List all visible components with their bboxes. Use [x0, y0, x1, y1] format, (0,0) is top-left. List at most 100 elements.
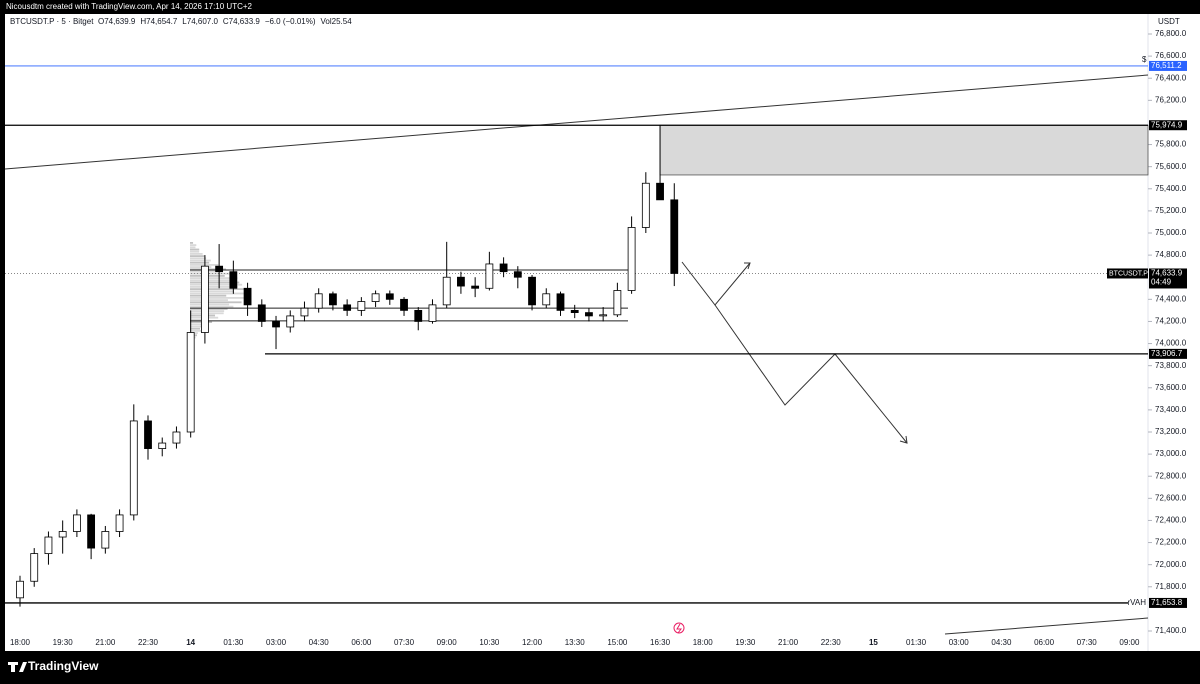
x-tick-label: 14 — [186, 638, 195, 647]
candle-body — [457, 276, 465, 287]
candle-body — [414, 309, 423, 322]
candle — [257, 299, 266, 327]
y-tick-label: 72,800.0 — [1155, 471, 1187, 480]
volume-profile — [190, 255, 205, 257]
x-tick-label: 09:00 — [1119, 638, 1140, 647]
y-tick-label: 76,200.0 — [1155, 95, 1187, 104]
candle — [627, 216, 636, 294]
x-tick-label: 19:30 — [53, 638, 74, 647]
candle-body — [129, 420, 138, 516]
ohlc-value: H74,654.7 — [140, 17, 177, 26]
x-tick-label: 09:00 — [437, 638, 458, 647]
candle-body — [385, 293, 394, 300]
x-tick-label: 03:00 — [949, 638, 970, 647]
candle — [641, 172, 650, 233]
candle — [129, 404, 138, 521]
candle — [30, 548, 39, 587]
volume-profile — [190, 288, 248, 290]
candle — [58, 520, 67, 554]
candle — [670, 183, 679, 287]
volume-profile — [190, 327, 201, 330]
candle — [172, 426, 181, 449]
ohlc-value: L74,607.0 — [182, 17, 218, 26]
volume-profile — [190, 261, 210, 264]
x-tick-label: 22:30 — [138, 638, 159, 647]
volume-profile — [190, 279, 235, 282]
y-tick-label: 75,600.0 — [1155, 162, 1187, 171]
candle-body — [542, 293, 551, 306]
candle — [300, 301, 309, 322]
y-tick-label: 73,800.0 — [1155, 361, 1187, 370]
candle — [158, 437, 167, 457]
brand: TradingView — [8, 659, 99, 673]
x-tick-label: 06:00 — [1034, 638, 1055, 647]
price-tag — [1149, 268, 1187, 289]
projection-path — [714, 304, 908, 444]
x-tick-label: 16:30 — [650, 638, 671, 647]
x-tick-label: 12:00 — [522, 638, 543, 647]
candle — [44, 531, 53, 565]
candle-body — [30, 553, 39, 582]
candle-body — [357, 301, 366, 311]
y-tick-label: 75,000.0 — [1155, 228, 1187, 237]
y-tick-label: 76,800.0 — [1155, 29, 1187, 38]
volume-profile — [190, 248, 200, 251]
candle — [101, 525, 110, 554]
volume-profile — [190, 292, 250, 295]
candle-body — [499, 263, 508, 273]
volume-profile — [190, 253, 203, 255]
candle-body — [471, 285, 480, 289]
x-tick-label: 06:00 — [351, 638, 372, 647]
volume-profile — [190, 250, 200, 253]
currency: USDT — [1158, 17, 1180, 26]
volume-profile — [190, 303, 230, 306]
candle — [72, 509, 81, 538]
volume-profile — [190, 319, 208, 321]
volume-profile — [190, 242, 194, 244]
x-tick-label: 22:30 — [821, 638, 842, 647]
y-tick-label: 72,600.0 — [1155, 493, 1187, 502]
y-tick-label: 75,200.0 — [1155, 206, 1187, 215]
volume-profile — [190, 299, 228, 301]
price-tag-label: 73,906.7 — [1151, 349, 1183, 358]
y-tick-label: 74,000.0 — [1155, 339, 1187, 348]
price-tag — [1149, 120, 1187, 131]
volume-profile — [190, 283, 243, 286]
candle — [499, 257, 508, 278]
volume-profile — [190, 301, 242, 304]
price-tag-label: 75,974.9 — [1151, 120, 1183, 129]
candle — [613, 282, 622, 318]
y-tick-label: 72,400.0 — [1155, 516, 1187, 525]
candle-body — [641, 182, 650, 228]
candle — [186, 310, 195, 438]
x-tick-label: 18:00 — [693, 638, 714, 647]
arrow-head — [899, 435, 908, 444]
candle-body — [627, 227, 636, 291]
symbol: BTCUSDT.P · 5 · Bitget — [10, 17, 94, 26]
candle — [215, 244, 224, 289]
price-tag — [1149, 60, 1187, 71]
candle — [343, 299, 352, 316]
candle-body — [528, 276, 536, 306]
symbol-tag — [1107, 268, 1148, 279]
candle — [570, 304, 579, 319]
x-tick-label: 21:00 — [778, 638, 799, 647]
candle — [286, 310, 295, 333]
candle-body — [58, 531, 67, 538]
candle — [87, 513, 96, 560]
candle-body — [243, 287, 252, 306]
x-tick-label: 04:30 — [991, 638, 1012, 647]
candle — [400, 297, 408, 316]
candle-body — [101, 531, 110, 549]
x-tick-label: 04:30 — [309, 638, 330, 647]
candle — [528, 275, 536, 311]
candle — [16, 575, 24, 607]
x-tick-label: 07:30 — [394, 638, 415, 647]
candle-body — [272, 321, 280, 328]
candle — [542, 288, 551, 309]
volume-profile — [190, 290, 234, 293]
x-tick-label: 01:30 — [906, 638, 927, 647]
candle — [314, 288, 323, 313]
